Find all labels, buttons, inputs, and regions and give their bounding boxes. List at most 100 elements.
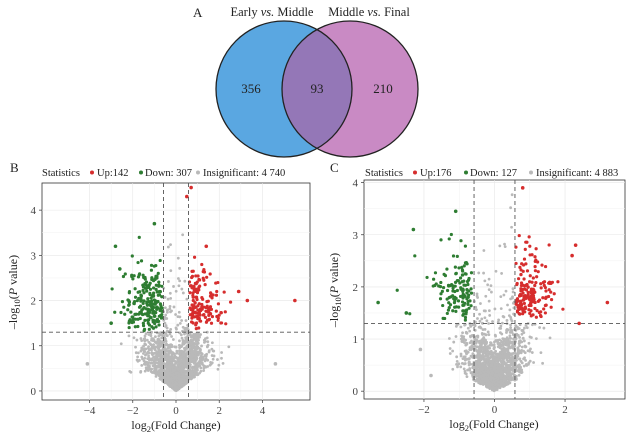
point-insig: [493, 377, 496, 381]
point-insig: [506, 340, 510, 344]
point-insig: [157, 372, 161, 376]
y-tick-label: 3: [353, 230, 359, 242]
point-insig: [498, 244, 502, 248]
point-up: [223, 310, 227, 314]
point-insig: [499, 324, 503, 328]
point-insig: [465, 375, 469, 378]
point-insig: [509, 317, 513, 321]
point-insig: [487, 288, 491, 292]
point-up: [541, 296, 545, 300]
point-insig: [509, 206, 513, 210]
point-insig: [487, 322, 490, 325]
point-insig: [539, 351, 543, 354]
panel-letter-c: C: [330, 160, 339, 175]
point-insig: [511, 290, 515, 294]
point-down: [137, 235, 141, 240]
point-down: [445, 297, 449, 301]
point-up: [518, 292, 522, 297]
point-down: [451, 309, 455, 313]
point-down: [376, 300, 380, 305]
point-insig: [178, 279, 182, 283]
point-down: [154, 263, 158, 268]
point-up: [190, 313, 194, 317]
point-down: [160, 295, 164, 299]
point-down: [135, 299, 139, 303]
legend-c: Statistics Up:176 Down: 127 Insignifican…: [365, 168, 618, 179]
point-insig: [478, 319, 482, 323]
point-insig: [181, 233, 185, 237]
x-axis-label-c: log2(Fold Change): [449, 417, 538, 433]
point-down: [127, 290, 132, 294]
point-up: [547, 281, 551, 285]
point-insig: [166, 356, 170, 360]
point-up: [210, 314, 215, 319]
point-insig: [510, 225, 513, 229]
point-insig: [464, 338, 468, 342]
point-insig: [134, 351, 138, 355]
point-up: [219, 311, 223, 315]
point-insig: [180, 368, 183, 371]
point-insig: [506, 368, 510, 372]
point-up: [544, 289, 548, 293]
point-up: [515, 281, 519, 286]
point-up: [518, 265, 522, 269]
point-insig: [500, 348, 504, 352]
point-insig: [176, 363, 180, 367]
point-insig: [183, 378, 187, 381]
point-insig: [475, 294, 479, 298]
point-insig: [158, 343, 162, 346]
point-up: [216, 318, 220, 323]
point-insig: [188, 363, 192, 367]
point-insig: [150, 371, 154, 374]
point-insig: [204, 353, 207, 357]
point-up: [544, 303, 548, 307]
point-insig: [181, 352, 185, 356]
point-insig: [154, 335, 157, 339]
point-insig: [482, 377, 486, 381]
point-down: [139, 293, 143, 297]
point-insig: [482, 337, 486, 341]
point-insig: [524, 324, 528, 327]
point-up: [199, 307, 204, 311]
point-insig: [196, 332, 200, 336]
point-insig: [481, 328, 485, 331]
point-insig: [178, 266, 182, 270]
point-up: [197, 326, 201, 330]
point-insig: [172, 305, 176, 309]
point-up: [577, 321, 581, 326]
point-insig: [171, 370, 175, 374]
point-insig: [510, 372, 514, 376]
point-down: [154, 276, 158, 280]
point-down: [144, 307, 149, 311]
y-tick-label: 0: [353, 386, 359, 398]
point-insig: [203, 340, 206, 344]
legend-c-down-marker: [464, 170, 468, 175]
point-down: [136, 324, 140, 329]
point-up: [208, 294, 213, 298]
point-insig: [145, 338, 149, 342]
point-insig: [519, 349, 522, 353]
point-insig: [164, 378, 167, 382]
point-insig: [194, 335, 198, 339]
y-tick-label: 1: [353, 334, 359, 346]
point-insig: [484, 333, 488, 337]
point-down: [441, 316, 445, 321]
point-down: [439, 238, 443, 242]
point-down: [157, 283, 161, 287]
point-insig: [491, 356, 495, 360]
point-up: [194, 295, 199, 299]
point-insig: [163, 306, 167, 310]
point-insig: [483, 279, 487, 283]
x-tick-label: −2: [127, 405, 139, 417]
point-insig: [501, 321, 504, 325]
point-down: [469, 271, 474, 275]
point-insig: [486, 352, 489, 355]
point-insig: [517, 342, 521, 345]
point-insig: [466, 326, 470, 330]
point-down: [147, 323, 152, 327]
venn-panel: A Early vs. Middle Middle vs. Final 356 …: [193, 5, 419, 158]
point-insig: [492, 346, 496, 350]
point-insig: [153, 362, 157, 366]
point-insig: [468, 329, 472, 333]
point-insig: [500, 332, 504, 336]
